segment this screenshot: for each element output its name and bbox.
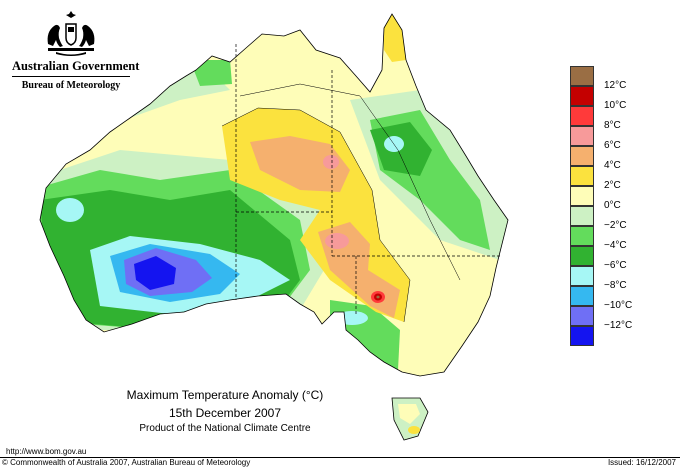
legend-swatch-neg8-neg6 xyxy=(570,266,594,286)
government-title: Australian Government xyxy=(12,59,140,73)
legend-swatch-neg10-neg8 xyxy=(570,286,594,306)
legend-swatch-above-12 xyxy=(570,66,594,86)
legend-swatch-4-6 xyxy=(570,146,594,166)
bom-url: http://www.bom.gov.au xyxy=(6,447,87,456)
legend-label: 4°C xyxy=(604,160,621,171)
legend-label: 6°C xyxy=(604,140,621,151)
legend-swatch-neg6-neg4 xyxy=(570,246,594,266)
bureau-title: Bureau of Meteorology xyxy=(21,80,121,91)
legend-swatch-neg2-0 xyxy=(570,206,594,226)
legend-label: −10°C xyxy=(604,300,633,311)
legend-swatch-neg4-neg2 xyxy=(570,226,594,246)
legend-swatch-10-12 xyxy=(570,86,594,106)
legend-swatch-2-4 xyxy=(570,166,594,186)
legend-swatch-0-2 xyxy=(570,186,594,206)
map-date: 15th December 2007 xyxy=(168,406,282,420)
legend-label: −4°C xyxy=(604,240,627,251)
copyright-text: © Commonwealth of Australia 2007, Austra… xyxy=(2,458,251,467)
legend-label: −12°C xyxy=(604,320,633,331)
coat-of-arms-icon xyxy=(47,11,95,56)
legend-label: −2°C xyxy=(604,220,627,231)
legend-label: −8°C xyxy=(604,280,627,291)
legend-label: 10°C xyxy=(604,100,627,111)
legend-label: 0°C xyxy=(604,200,621,211)
legend-label: 2°C xyxy=(604,180,621,191)
legend-swatch-6-8 xyxy=(570,126,594,146)
legend-label: −6°C xyxy=(604,260,627,271)
header-divider xyxy=(12,76,130,77)
issued-date: Issued: 16/12/2007 xyxy=(607,458,676,467)
legend-label: 8°C xyxy=(604,120,621,131)
footer-divider xyxy=(0,457,680,458)
legend-label: 12°C xyxy=(604,80,627,91)
legend-swatch-8-10 xyxy=(570,106,594,126)
map-product: Product of the National Climate Centre xyxy=(139,423,311,434)
map-title: Maximum Temperature Anomaly (°C) xyxy=(126,388,324,402)
legend-swatch-below-neg12 xyxy=(570,326,594,346)
legend-swatch-neg12-neg10 xyxy=(570,306,594,326)
